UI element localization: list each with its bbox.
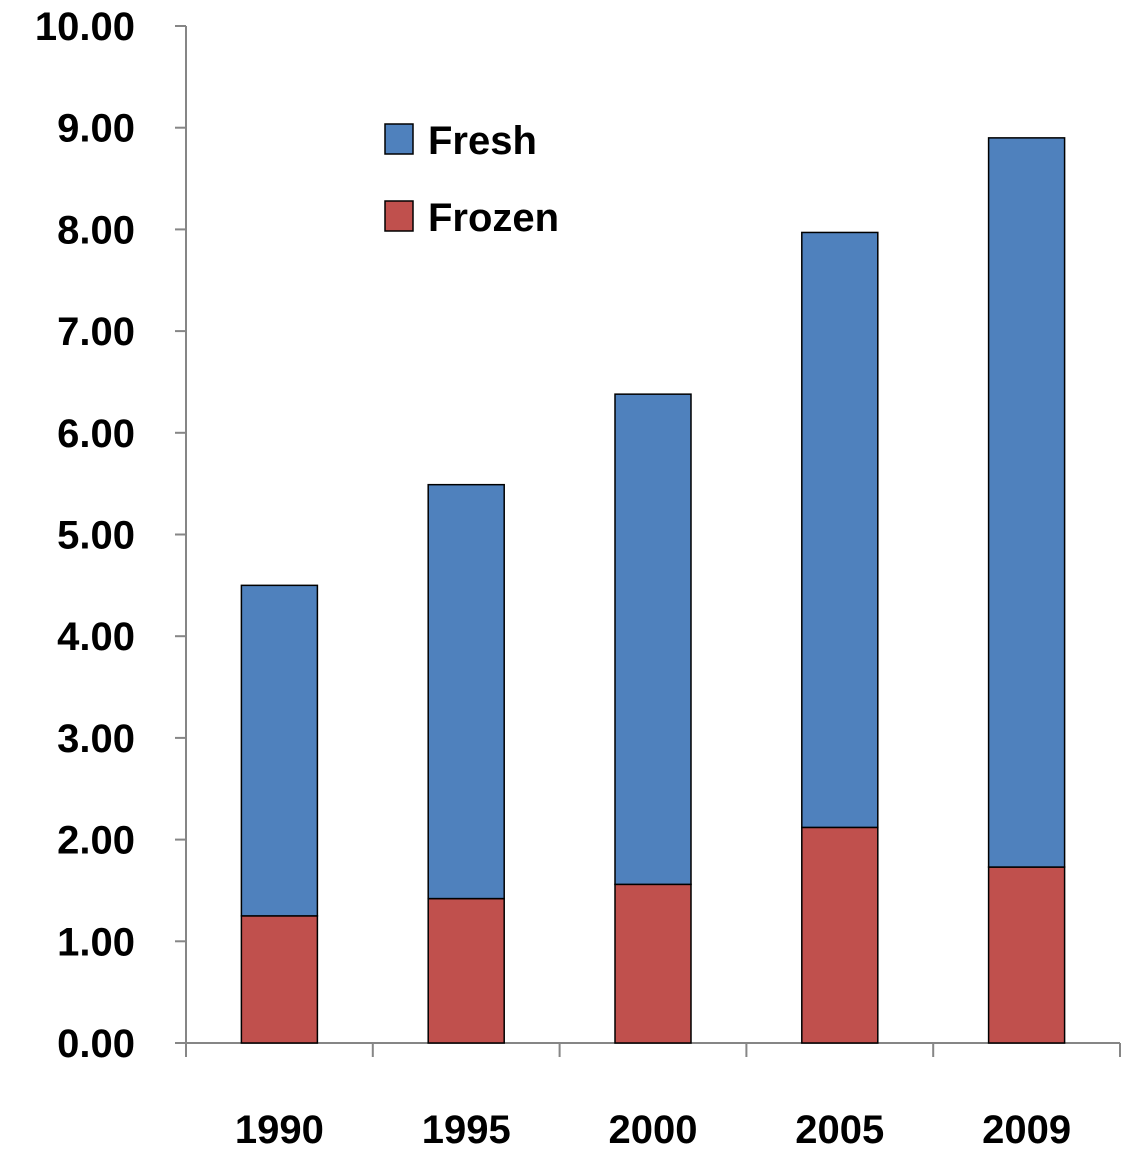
bar-fresh-2005 [801, 231, 879, 829]
y-tick-label: 8.00 [57, 208, 135, 252]
bar-frozen-2009 [987, 866, 1066, 1044]
bar-frozen-2000 [614, 883, 692, 1044]
x-tick-label: 1990 [235, 1108, 324, 1149]
bar-fresh-1990 [240, 584, 319, 917]
y-tick-label: 5.00 [57, 514, 135, 558]
x-tick-label: 2005 [795, 1108, 884, 1149]
legend: Fresh Frozen [384, 119, 559, 240]
x-tick-label: 2009 [982, 1108, 1071, 1149]
x-axis: 1990 1995 2000 2005 2009 [185, 1042, 1121, 1149]
y-axis: 0.00 1.00 2.00 3.00 4.00 5.00 6.00 7.00 8.00 9.00… [35, 5, 187, 1066]
bar-fresh-1995 [427, 483, 505, 900]
bar-fresh-2000 [614, 393, 692, 886]
legend-label-frozen: Frozen [428, 196, 559, 240]
legend-label-fresh: Fresh [428, 119, 537, 163]
x-tick-label: 2000 [609, 1108, 698, 1149]
bar-frozen-1995 [427, 897, 505, 1044]
bar-fresh-2009 [987, 137, 1066, 868]
legend-swatch-frozen [384, 200, 414, 232]
y-tick-label: 6.00 [57, 412, 135, 456]
y-tick-label: 7.00 [57, 310, 135, 354]
legend-swatch-fresh [384, 123, 414, 155]
bar-frozen-1990 [240, 915, 319, 1044]
y-tick-label: 10.00 [35, 5, 135, 49]
y-tick-label: 0.00 [57, 1022, 135, 1066]
y-tick-label: 3.00 [57, 717, 135, 761]
bar-frozen-2005 [801, 826, 879, 1044]
y-tick-label: 1.00 [57, 920, 135, 964]
x-tick-label: 1995 [422, 1108, 511, 1149]
y-tick-label: 9.00 [57, 107, 135, 151]
bars [240, 137, 1066, 1044]
y-tick-label: 4.00 [57, 615, 135, 659]
y-tick-label: 2.00 [57, 819, 135, 863]
